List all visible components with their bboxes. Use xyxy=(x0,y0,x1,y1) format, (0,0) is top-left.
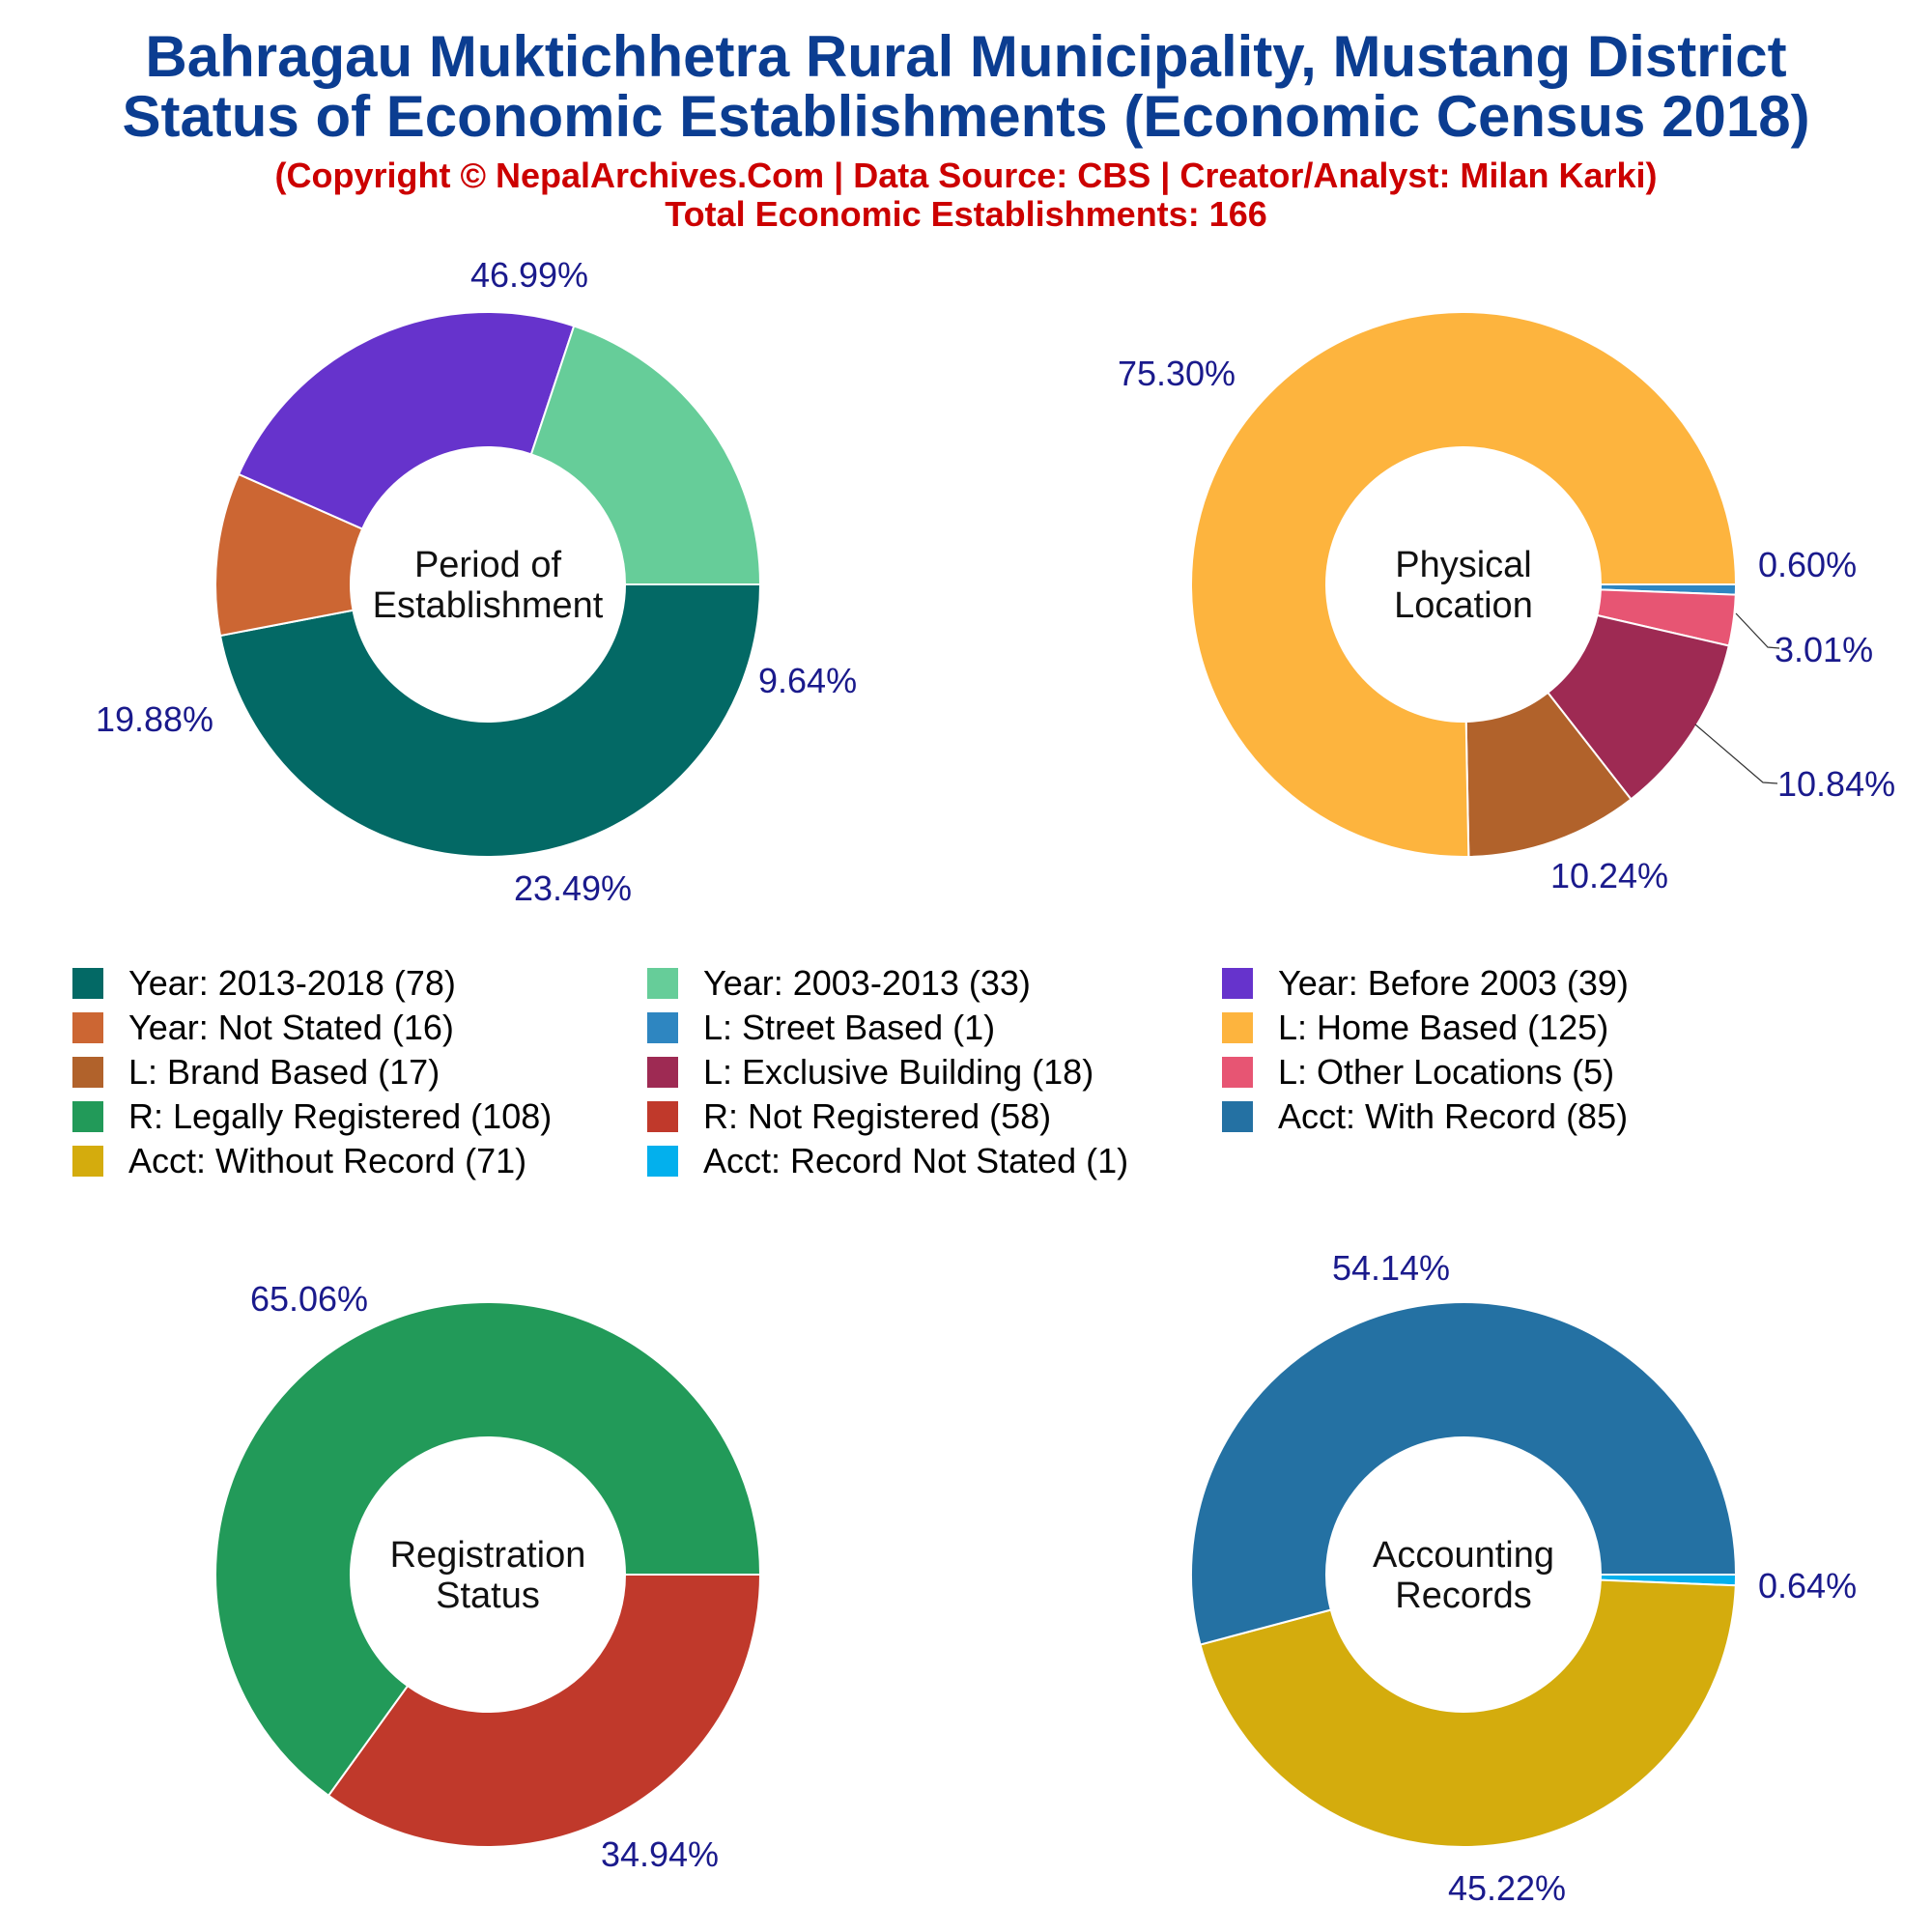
center-label: Registration xyxy=(390,1535,586,1576)
legend-label: Acct: Without Record (71) xyxy=(128,1141,527,1180)
slice-percent-label: 65.06% xyxy=(250,1279,368,1319)
legend-item: L: Home Based (125) xyxy=(1222,1006,1608,1050)
slice-percent-label: 3.01% xyxy=(1775,630,1873,669)
legend-swatch xyxy=(647,1101,678,1132)
leader-line xyxy=(1735,612,1780,649)
slice-percent-label: 9.64% xyxy=(758,661,857,700)
legend-swatch xyxy=(1222,1101,1253,1132)
slice-percent-label: 19.88% xyxy=(96,699,213,739)
center-label: Accounting xyxy=(1373,1535,1554,1576)
legend-swatch xyxy=(72,1146,103,1177)
legend-label: Acct: Record Not Stated (1) xyxy=(703,1141,1129,1180)
legend-swatch xyxy=(647,1012,678,1043)
legend-label: R: Legally Registered (108) xyxy=(128,1096,553,1136)
legend-item: Year: Not Stated (16) xyxy=(72,1006,454,1050)
slice-percent-label: 0.64% xyxy=(1758,1566,1857,1605)
legend-label: Year: Not Stated (16) xyxy=(128,1008,454,1047)
legend-swatch xyxy=(647,968,678,999)
legend-label: L: Other Locations (5) xyxy=(1278,1052,1615,1092)
legend-label: L: Home Based (125) xyxy=(1278,1008,1609,1047)
slice-percent-label: 10.84% xyxy=(1777,764,1895,804)
donut-slice xyxy=(529,325,762,585)
legend-label: L: Street Based (1) xyxy=(703,1008,996,1047)
legend-label: R: Not Registered (58) xyxy=(703,1096,1052,1136)
legend-item: Year: Before 2003 (39) xyxy=(1222,961,1629,1006)
donut-slice xyxy=(218,583,762,858)
copyright-line: (Copyright © NepalArchives.Com | Data So… xyxy=(274,156,1658,195)
center-label: Records xyxy=(1395,1576,1532,1616)
legend-item: R: Legally Registered (108) xyxy=(72,1094,552,1139)
legend-item: L: Exclusive Building (18) xyxy=(647,1050,1094,1094)
legend-label: Acct: With Record (85) xyxy=(1278,1096,1629,1136)
legend-swatch xyxy=(72,1012,103,1043)
legend-item: Year: 2013-2018 (78) xyxy=(72,961,456,1006)
legend-swatch xyxy=(647,1057,678,1088)
donut-slice xyxy=(237,311,576,530)
legend-item: L: Other Locations (5) xyxy=(1222,1050,1614,1094)
slice-percent-label: 75.30% xyxy=(1118,354,1236,393)
center-label: Location xyxy=(1394,585,1533,626)
legend-item: Acct: With Record (85) xyxy=(1222,1094,1628,1139)
donut-slice xyxy=(327,1574,762,1848)
donut-chart-1: 46.99% 9.64% 23.49% 19.88% Period ofEstablis… xyxy=(96,255,857,908)
legend-label: Year: 2013-2018 (78) xyxy=(128,963,456,1003)
legend-item: Acct: Record Not Stated (1) xyxy=(647,1139,1128,1183)
legend-swatch xyxy=(72,1101,103,1132)
slice-percent-label: 54.14% xyxy=(1332,1248,1450,1288)
legend-label: Year: Before 2003 (39) xyxy=(1278,963,1629,1003)
donut-slice xyxy=(214,1301,762,1798)
legend-swatch xyxy=(72,1057,103,1088)
slice-percent-label: 45.22% xyxy=(1448,1868,1566,1908)
chart-title-line1: Bahragau Muktichhetra Rural Municipality… xyxy=(145,24,1787,89)
slice-percent-label: 34.94% xyxy=(601,1834,719,1874)
total-establishments: Total Economic Establishments: 166 xyxy=(665,194,1267,234)
chart-title-line2: Status of Economic Establishments (Econo… xyxy=(122,84,1810,149)
legend-item: Year: 2003-2013 (33) xyxy=(647,961,1031,1006)
center-label: Establishment xyxy=(373,585,604,626)
legend-label: L: Brand Based (17) xyxy=(128,1052,440,1092)
leader-line xyxy=(1694,724,1778,784)
legend-swatch xyxy=(1222,968,1253,999)
slice-percent-label: 0.60% xyxy=(1758,545,1857,584)
center-label: Physical xyxy=(1395,545,1532,585)
legend-item: R: Not Registered (58) xyxy=(647,1094,1051,1139)
legend-swatch xyxy=(1222,1057,1253,1088)
donut-chart-2: 0.60% 3.01% 10.84% 10.24% 75.30% PhysicalLoca… xyxy=(1118,311,1895,895)
slice-percent-label: 46.99% xyxy=(470,255,588,295)
legend-label: L: Exclusive Building (18) xyxy=(703,1052,1094,1092)
donut-slice xyxy=(1190,1300,1738,1646)
center-label: Period of xyxy=(414,545,562,585)
legend-label: Year: 2003-2013 (33) xyxy=(703,963,1031,1003)
center-label: Status xyxy=(436,1576,540,1616)
slice-percent-label: 10.24% xyxy=(1550,856,1668,895)
legend-swatch xyxy=(1222,1012,1253,1043)
legend-item: L: Brand Based (17) xyxy=(72,1050,440,1094)
slice-percent-label: 23.49% xyxy=(514,868,632,908)
legend-swatch xyxy=(72,968,103,999)
donut-slice xyxy=(1199,1578,1737,1848)
legend-item: Acct: Without Record (71) xyxy=(72,1139,526,1183)
legend-item: L: Street Based (1) xyxy=(647,1006,995,1050)
donut-slice xyxy=(1190,311,1738,858)
legend-swatch xyxy=(647,1146,678,1177)
